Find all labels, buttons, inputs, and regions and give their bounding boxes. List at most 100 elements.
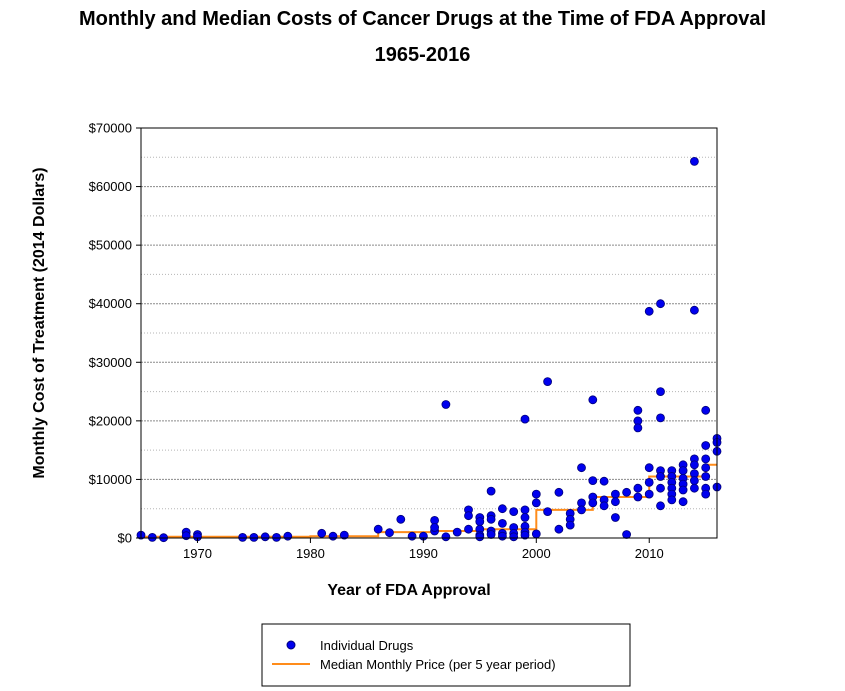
drug-point: [396, 514, 406, 524]
x-axis-title: Year of FDA Approval: [327, 582, 490, 599]
drug-point: [486, 530, 496, 539]
axes: $0 $10000 $20000 $30000 $40000 $50000 $60000 $7…: [89, 121, 664, 562]
drug-point: [633, 405, 643, 415]
drug-point: [531, 489, 541, 499]
drug-point: [701, 454, 711, 464]
drug-point: [497, 504, 507, 514]
legend-label-individual-drugs: Individual Drugs: [320, 638, 414, 653]
drug-point: [464, 524, 473, 534]
x-tick-label: 1980: [296, 546, 325, 561]
drug-point: [441, 532, 451, 542]
drug-point: [497, 531, 507, 541]
drug-point: [283, 531, 293, 541]
median-price-line: [141, 463, 717, 538]
drug-point: [633, 492, 643, 502]
x-tick-label: 1970: [183, 546, 212, 561]
drug-point: [667, 495, 677, 505]
x-tick-label: 2010: [635, 546, 664, 561]
drug-point: [656, 387, 665, 397]
drug-point: [656, 299, 665, 309]
x-tick-label: 2000: [522, 546, 551, 561]
drug-point: [385, 528, 394, 538]
drug-point: [520, 505, 530, 515]
drug-point: [543, 377, 552, 387]
drug-point: [475, 532, 485, 542]
drug-point: [588, 498, 598, 508]
drug-point: [701, 463, 711, 473]
drug-point: [701, 472, 711, 481]
drug-point: [452, 527, 462, 537]
drug-point: [690, 156, 699, 166]
drug-point: [577, 505, 586, 515]
drug-point: [520, 414, 530, 424]
drug-point: [554, 524, 564, 534]
legend-label-median-price: Median Monthly Price (per 5 year period): [320, 657, 556, 672]
drug-point: [678, 497, 688, 507]
drug-point: [249, 533, 259, 542]
x-tick-label: 1990: [409, 546, 438, 561]
drug-point: [339, 530, 349, 540]
drug-point: [441, 400, 451, 409]
drug-point: [260, 532, 270, 542]
drug-point: [599, 476, 609, 486]
drug-point: [486, 486, 496, 496]
drug-point: [633, 483, 643, 493]
drug-point: [656, 472, 665, 481]
drug-point: [611, 513, 620, 522]
drug-point: [611, 497, 620, 507]
drug-point: [475, 517, 485, 526]
y-tick-label: $0: [118, 531, 132, 546]
drug-point: [644, 463, 654, 473]
drug-point: [520, 530, 530, 540]
drug-point: [599, 501, 609, 511]
drug-point: [565, 520, 575, 530]
drug-point: [577, 463, 586, 473]
drug-point: [147, 533, 157, 542]
y-tick-label: $30000: [89, 355, 132, 370]
drug-point: [622, 487, 631, 497]
drug-point: [588, 476, 598, 486]
drug-point: [272, 533, 281, 542]
legend-marker-dot: [286, 640, 296, 650]
drug-point: [509, 507, 519, 517]
drug-point: [690, 483, 699, 493]
y-axis-title: Monthly Cost of Treatment (2014 Dollars): [31, 167, 48, 478]
drug-point: [656, 483, 665, 493]
drug-point: [520, 513, 530, 522]
drug-point: [486, 514, 496, 524]
drug-point: [554, 487, 564, 497]
drug-points: [136, 156, 722, 543]
gridlines: [141, 156, 717, 510]
drug-point: [644, 489, 654, 499]
plot-area-frame: [140, 127, 718, 539]
y-tick-label: $20000: [89, 413, 132, 428]
drug-point: [588, 395, 598, 405]
y-tick-label: $70000: [89, 121, 132, 136]
drug-point: [690, 476, 699, 486]
legend: Individual Drugs Median Monthly Price (p…: [261, 623, 631, 687]
drug-point: [690, 305, 699, 315]
drug-point: [644, 477, 654, 487]
chart-title-line-1: Monthly and Median Costs of Cancer Drugs…: [78, 8, 767, 30]
drug-point: [644, 306, 654, 316]
y-tick-label: $50000: [89, 238, 132, 253]
drug-point: [328, 531, 338, 541]
drug-point: [656, 413, 665, 423]
drug-point: [656, 501, 665, 511]
drug-point: [678, 466, 688, 476]
drug-point: [407, 531, 417, 541]
drug-point: [317, 528, 327, 538]
y-tick-label: $10000: [89, 472, 132, 487]
drug-point: [611, 489, 620, 499]
chart-title-line-2: 1965-2016: [374, 44, 471, 66]
drug-point: [678, 485, 688, 495]
drug-point: [701, 441, 711, 450]
drug-point: [238, 533, 248, 542]
median-step-line: [141, 463, 717, 538]
drug-point: [701, 489, 711, 499]
drug-point: [622, 530, 631, 539]
drug-point: [690, 460, 699, 470]
legend-box: [261, 623, 631, 687]
drug-point: [633, 423, 643, 433]
